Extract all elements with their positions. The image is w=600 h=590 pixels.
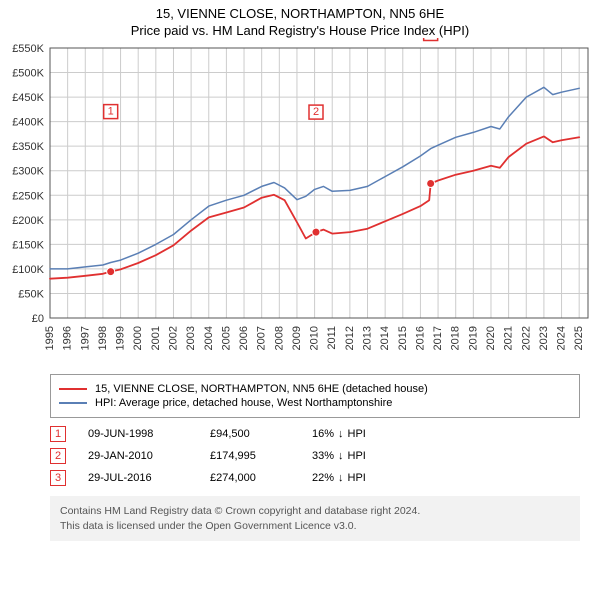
y-tick-label: £0: [32, 313, 44, 325]
x-tick-label: 1997: [79, 326, 91, 350]
y-tick-label: £100K: [12, 264, 44, 276]
footer-line-2: This data is licensed under the Open Gov…: [60, 519, 570, 534]
y-tick-label: £550K: [12, 43, 44, 55]
x-tick-label: 2021: [503, 326, 515, 350]
attribution-footer: Contains HM Land Registry data © Crown c…: [50, 496, 580, 541]
event-marker-number: 1: [108, 106, 114, 118]
x-tick-label: 1996: [62, 326, 74, 350]
x-tick-label: 2022: [520, 326, 532, 350]
event-delta-note: HPI: [348, 472, 366, 484]
legend-row: 15, VIENNE CLOSE, NORTHAMPTON, NN5 6HE (…: [59, 383, 571, 395]
x-tick-label: 2006: [238, 326, 250, 350]
figure-container: 15, VIENNE CLOSE, NORTHAMPTON, NN5 6HE P…: [0, 0, 600, 541]
x-tick-label: 2013: [362, 326, 374, 350]
arrow-down-icon: ↓: [338, 428, 344, 440]
x-tick-label: 2003: [185, 326, 197, 350]
y-tick-label: £250K: [12, 190, 44, 202]
event-date: 09-JUN-1998: [88, 428, 188, 440]
x-tick-label: 2009: [291, 326, 303, 350]
x-tick-label: 2025: [573, 326, 585, 350]
legend-panel: 15, VIENNE CLOSE, NORTHAMPTON, NN5 6HE (…: [50, 374, 580, 418]
x-tick-label: 2019: [467, 326, 479, 350]
event-delta: 22% ↓ HPI: [312, 472, 366, 484]
event-marker-number: 2: [313, 106, 319, 118]
y-tick-label: £400K: [12, 117, 44, 129]
events-table: 1 09-JUN-1998 £94,500 16% ↓ HPI 2 29-JAN-2010 £1…: [50, 426, 580, 486]
x-tick-label: 2004: [203, 326, 215, 350]
event-row: 1 09-JUN-1998 £94,500 16% ↓ HPI: [50, 426, 580, 442]
x-tick-label: 2023: [538, 326, 550, 350]
x-tick-label: 2017: [432, 326, 444, 350]
event-date: 29-JAN-2010: [88, 450, 188, 462]
event-dot: [107, 268, 115, 276]
event-date: 29-JUL-2016: [88, 472, 188, 484]
arrow-down-icon: ↓: [338, 472, 344, 484]
footer-line-1: Contains HM Land Registry data © Crown c…: [60, 504, 570, 519]
event-marker-box: 1: [50, 426, 66, 442]
y-tick-label: £300K: [12, 166, 44, 178]
event-dot: [427, 179, 435, 187]
y-tick-label: £200K: [12, 215, 44, 227]
event-delta-note: HPI: [348, 450, 366, 462]
legend-row: HPI: Average price, detached house, West…: [59, 397, 571, 409]
chart-svg: £0 £50K £100K £150K £200K £250K £300K £350K £400…: [0, 38, 600, 368]
x-tick-label: 1998: [97, 326, 109, 350]
arrow-down-icon: ↓: [338, 450, 344, 462]
x-tick-label: 2000: [132, 326, 144, 350]
x-tick-label: 2024: [556, 326, 568, 350]
x-tick-label: 2018: [450, 326, 462, 350]
event-row: 3 29-JUL-2016 £274,000 22% ↓ HPI: [50, 470, 580, 486]
event-price: £94,500: [210, 428, 290, 440]
x-tick-label: 2007: [256, 326, 268, 350]
event-marker-box: 2: [50, 448, 66, 464]
x-tick-label: 1995: [44, 326, 56, 350]
x-tick-label: 2016: [414, 326, 426, 350]
event-delta: 33% ↓ HPI: [312, 450, 366, 462]
event-marker-number: 3: [428, 38, 434, 39]
event-row: 2 29-JAN-2010 £174,995 33% ↓ HPI: [50, 448, 580, 464]
legend-label: HPI: Average price, detached house, West…: [95, 397, 392, 409]
event-price: £274,000: [210, 472, 290, 484]
x-tick-label: 2008: [273, 326, 285, 350]
chart-area: £0 £50K £100K £150K £200K £250K £300K £350K £400…: [0, 38, 600, 368]
y-tick-label: £450K: [12, 92, 44, 104]
event-delta-pct: 16%: [312, 428, 334, 440]
y-tick-label: £150K: [12, 239, 44, 251]
x-tick-label: 2015: [397, 326, 409, 350]
event-delta: 16% ↓ HPI: [312, 428, 366, 440]
event-marker-box: 3: [50, 470, 66, 486]
x-tick-label: 2014: [379, 326, 391, 350]
x-tick-label: 2011: [326, 326, 338, 350]
legend-label: 15, VIENNE CLOSE, NORTHAMPTON, NN5 6HE (…: [95, 383, 428, 395]
title-block: 15, VIENNE CLOSE, NORTHAMPTON, NN5 6HE P…: [0, 0, 600, 38]
x-tick-label: 2020: [485, 326, 497, 350]
y-tick-label: £350K: [12, 141, 44, 153]
event-delta-note: HPI: [348, 428, 366, 440]
event-price: £174,995: [210, 450, 290, 462]
y-tick-label: £500K: [12, 68, 44, 80]
x-tick-label: 2001: [150, 326, 162, 350]
legend-swatch: [59, 402, 87, 404]
title-line-1: 15, VIENNE CLOSE, NORTHAMPTON, NN5 6HE: [0, 6, 600, 21]
x-tick-label: 2002: [167, 326, 179, 350]
x-tick-label: 1999: [115, 326, 127, 350]
event-dot: [312, 228, 320, 236]
x-tick-label: 2010: [309, 326, 321, 350]
x-tick-label: 2012: [344, 326, 356, 350]
legend-swatch: [59, 388, 87, 390]
event-delta-pct: 22%: [312, 472, 334, 484]
x-tick-label: 2005: [220, 326, 232, 350]
event-delta-pct: 33%: [312, 450, 334, 462]
title-line-2: Price paid vs. HM Land Registry's House …: [0, 23, 600, 38]
y-tick-label: £50K: [18, 288, 44, 300]
